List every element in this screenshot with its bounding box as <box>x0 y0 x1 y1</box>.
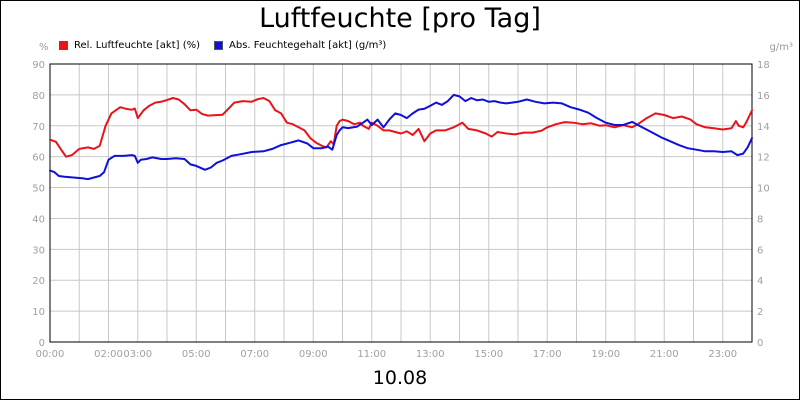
date-label: 10.08 <box>372 367 428 389</box>
series-line-rel-humidity <box>49 97 753 158</box>
y-right-tick-label: 16 <box>757 91 770 102</box>
y-left-tick-label: 70 <box>32 122 45 133</box>
x-tick-label: 17:00 <box>533 349 562 360</box>
y-right-tick-label: 2 <box>757 307 763 318</box>
x-tick-label: 21:00 <box>650 349 679 360</box>
x-tick-label: 23:00 <box>708 349 737 360</box>
y-left-tick-label: 60 <box>32 153 45 164</box>
y-right-tick-label: 10 <box>757 184 770 195</box>
y-right-tick-label: 12 <box>757 153 770 164</box>
y-left-tick-label: 20 <box>32 276 45 287</box>
x-tick-label: 11:00 <box>357 349 386 360</box>
legend-item-rel-humidity: Rel. Luftfeuchte [akt] (%) <box>59 40 200 51</box>
y-left-tick-label: 10 <box>32 307 45 318</box>
chart-title: Luftfeuchte [pro Tag] <box>259 3 541 34</box>
y-right-tick-label: 18 <box>757 60 770 71</box>
y-left-tick-label: 80 <box>32 91 45 102</box>
y-right-tick-label: 6 <box>757 245 763 256</box>
x-tick-label: 05:00 <box>182 349 211 360</box>
right-axis-unit: g/m³ <box>769 42 793 53</box>
x-tick-label: 09:00 <box>299 349 328 360</box>
legend-swatch-red <box>59 41 68 50</box>
x-tick-label: 19:00 <box>591 349 620 360</box>
y-right-tick-label: 0 <box>757 338 763 349</box>
x-tick-label: 00:00 <box>36 349 65 360</box>
left-axis-unit: % <box>39 42 49 53</box>
y-left-tick-label: 40 <box>32 214 45 225</box>
legend-item-abs-humidity: Abs. Feuchtegehalt [akt] (g/m³) <box>214 40 386 51</box>
y-left-tick-label: 0 <box>39 338 45 349</box>
x-tick-label: 02:00 <box>94 349 123 360</box>
x-tick-label: 13:00 <box>416 349 445 360</box>
y-left-tick-label: 90 <box>32 60 45 71</box>
plot-border <box>49 63 753 343</box>
x-tick-label: 03:00 <box>123 349 152 360</box>
legend-label-abs-humidity: Abs. Feuchtegehalt [akt] (g/m³) <box>229 40 387 51</box>
series-line-abs-humidity <box>49 93 753 181</box>
x-tick-label: 15:00 <box>474 349 503 360</box>
y-left-tick-label: 30 <box>32 245 45 256</box>
y-right-tick-label: 4 <box>757 276 763 287</box>
legend-label-rel-humidity: Rel. Luftfeuchte [akt] (%) <box>74 40 201 51</box>
x-tick-label: 07:00 <box>240 349 269 360</box>
legend-swatch-blue <box>214 41 223 50</box>
y-left-tick-label: 50 <box>32 184 45 195</box>
y-right-tick-label: 8 <box>757 214 763 225</box>
y-right-tick-label: 14 <box>757 122 770 133</box>
